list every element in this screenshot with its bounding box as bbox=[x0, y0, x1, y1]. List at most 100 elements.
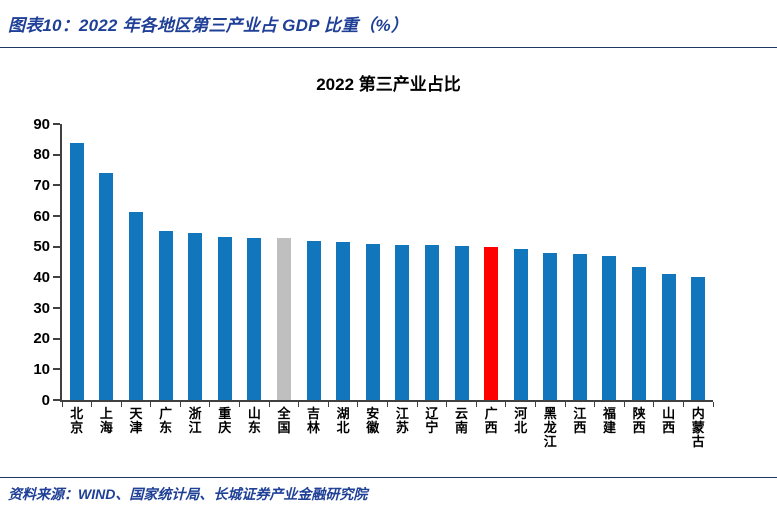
bar-slot bbox=[180, 124, 210, 400]
y-tick bbox=[53, 276, 60, 279]
y-axis-label: 10 bbox=[33, 360, 50, 378]
y-axis-label: 30 bbox=[33, 299, 50, 317]
x-axis-label: 云 南 bbox=[455, 406, 469, 435]
x-tick bbox=[327, 402, 329, 407]
x-axis-label: 吉 林 bbox=[307, 406, 321, 435]
y-tick bbox=[53, 123, 60, 125]
bar-slot bbox=[388, 124, 418, 400]
x-tick bbox=[682, 402, 684, 407]
x-axis-label: 重 庆 bbox=[218, 406, 232, 435]
x-tick bbox=[712, 402, 714, 407]
bar-slot bbox=[506, 124, 536, 400]
bar bbox=[632, 266, 647, 400]
bar bbox=[306, 240, 321, 400]
x-tick bbox=[387, 402, 388, 407]
x-tick bbox=[179, 402, 181, 407]
x-tick bbox=[623, 402, 625, 407]
bar-slot bbox=[210, 124, 240, 400]
figure-caption: 图表10：2022 年各地区第三产业占 GDP 比重（%） bbox=[8, 16, 409, 35]
bar-slot bbox=[62, 124, 92, 400]
x-tick bbox=[416, 402, 418, 407]
bar-slot bbox=[269, 124, 299, 400]
y-tick bbox=[53, 215, 60, 217]
x-tick bbox=[534, 402, 536, 407]
x-axis-label: 江 西 bbox=[573, 406, 587, 435]
bar bbox=[128, 212, 143, 400]
bar bbox=[691, 276, 706, 400]
y-tick bbox=[53, 153, 60, 156]
x-axis-label: 上 海 bbox=[99, 406, 113, 435]
bar bbox=[158, 231, 173, 400]
x-axis-label: 内 蒙 古 bbox=[691, 406, 705, 449]
x-tick bbox=[61, 402, 63, 407]
x-axis-label: 天 津 bbox=[129, 406, 143, 435]
y-tick bbox=[53, 184, 60, 187]
x-axis-label: 浙 江 bbox=[188, 406, 202, 435]
bar bbox=[247, 237, 262, 400]
x-tick bbox=[357, 402, 359, 407]
x-axis-label: 广 西 bbox=[484, 406, 498, 435]
bar bbox=[513, 248, 528, 400]
y-axis-label: 40 bbox=[33, 268, 50, 286]
x-axis-label: 江 苏 bbox=[395, 406, 409, 435]
x-axis-label: 辽 宁 bbox=[425, 406, 439, 435]
bar bbox=[454, 246, 469, 400]
x-tick bbox=[564, 402, 566, 407]
bar bbox=[572, 254, 587, 400]
x-axis-label: 全 国 bbox=[277, 406, 291, 435]
bar bbox=[69, 142, 84, 400]
bar-slot bbox=[299, 124, 329, 400]
bar-slot bbox=[654, 124, 684, 400]
bar-slot bbox=[536, 124, 566, 400]
top-divider bbox=[0, 47, 777, 48]
bar-slot bbox=[417, 124, 447, 400]
x-axis-line bbox=[60, 400, 713, 402]
y-axis-label: 0 bbox=[41, 391, 50, 409]
source-note: 资料来源：WIND、国家统计局、长城证券产业金融研究院 bbox=[8, 486, 368, 502]
bar-series bbox=[62, 124, 713, 400]
y-axis-label: 20 bbox=[33, 330, 50, 348]
bar-slot bbox=[121, 124, 151, 400]
y-axis-label: 50 bbox=[33, 238, 50, 256]
bar bbox=[424, 245, 439, 400]
bar-slot bbox=[447, 124, 477, 400]
x-tick bbox=[150, 402, 152, 407]
x-axis-labels: 北 京上 海天 津广 东浙 江重 庆山 东全 国吉 林湖 北安 徽江 苏辽 宁云… bbox=[62, 407, 713, 449]
bar-slot bbox=[565, 124, 595, 400]
bar-slot bbox=[476, 124, 506, 400]
bar bbox=[365, 243, 380, 400]
x-tick bbox=[298, 402, 300, 407]
x-axis-label: 山 西 bbox=[662, 406, 676, 435]
bar bbox=[543, 252, 558, 400]
y-axis-label: 80 bbox=[33, 146, 50, 164]
x-axis-label: 陕 西 bbox=[632, 406, 646, 435]
x-axis-label: 山 东 bbox=[247, 406, 261, 435]
bar-slot bbox=[624, 124, 654, 400]
y-axis-label: 70 bbox=[33, 176, 50, 194]
bar-slot bbox=[358, 124, 388, 400]
bar-slot bbox=[595, 124, 625, 400]
chart-title: 2022 第三产业占比 bbox=[316, 75, 461, 94]
x-axis-label: 湖 北 bbox=[336, 406, 350, 435]
y-tick bbox=[53, 399, 60, 401]
bar-slot bbox=[683, 124, 713, 400]
y-axis-line bbox=[60, 124, 62, 402]
x-tick bbox=[209, 402, 211, 407]
y-tick bbox=[53, 245, 60, 248]
plot-area bbox=[62, 124, 713, 400]
bar bbox=[395, 244, 410, 400]
bar bbox=[336, 242, 351, 400]
bar bbox=[484, 246, 499, 400]
bar-slot bbox=[92, 124, 122, 400]
bar-slot bbox=[240, 124, 270, 400]
y-tick bbox=[53, 368, 60, 371]
x-tick bbox=[239, 402, 241, 407]
bar bbox=[99, 172, 114, 400]
x-tick bbox=[91, 402, 93, 407]
x-axis-label: 黑 龙 江 bbox=[543, 406, 557, 449]
y-axis-label: 60 bbox=[33, 207, 50, 225]
x-tick bbox=[120, 402, 122, 407]
bottom-divider bbox=[0, 477, 777, 478]
x-tick bbox=[446, 402, 448, 407]
